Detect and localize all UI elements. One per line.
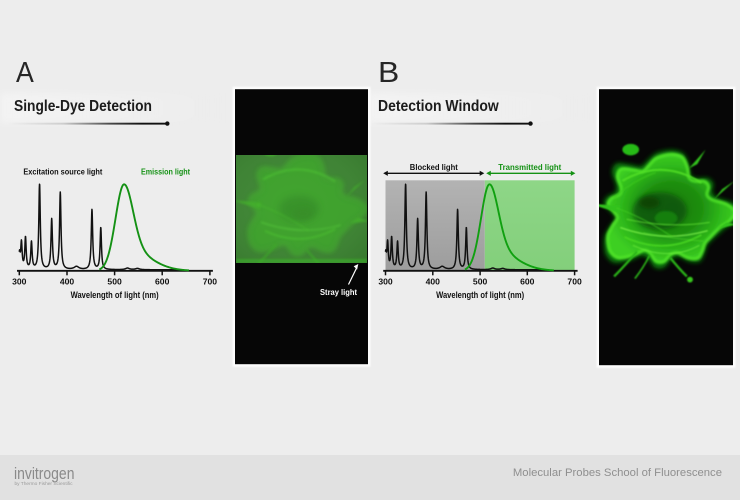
svg-text:Wavelength of light (nm): Wavelength of light (nm): [436, 290, 524, 300]
svg-text:500: 500: [473, 276, 488, 286]
svg-text:700: 700: [567, 276, 582, 286]
svg-text:500: 500: [107, 276, 122, 286]
svg-text:700: 700: [203, 276, 218, 286]
svg-text:Blocked light: Blocked light: [410, 162, 458, 172]
svg-text:Transmitted light: Transmitted light: [498, 162, 561, 172]
svg-text:400: 400: [426, 276, 441, 286]
svg-text:300: 300: [12, 276, 27, 286]
svg-text:Stray light: Stray light: [320, 288, 357, 297]
svg-text:400: 400: [60, 276, 75, 286]
svg-text:Excitation source light: Excitation source light: [23, 167, 102, 177]
svg-text:Wavelength of light (nm): Wavelength of light (nm): [71, 290, 159, 300]
svg-text:600: 600: [155, 276, 170, 286]
svg-text:Emission light: Emission light: [141, 167, 190, 177]
svg-text:300: 300: [378, 276, 393, 286]
svg-text:600: 600: [520, 276, 535, 286]
